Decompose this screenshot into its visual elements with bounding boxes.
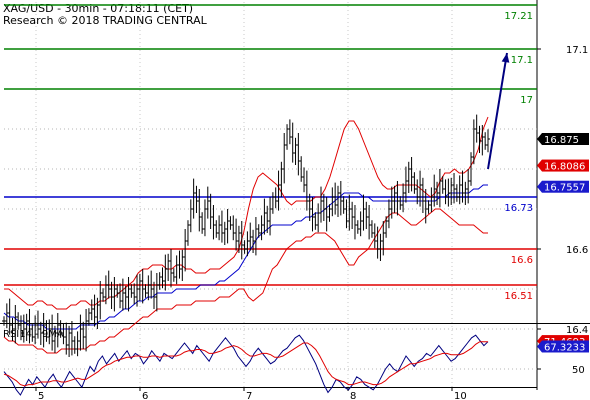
y-tick-label: 16.4 (566, 325, 588, 336)
rsi-title: RSI14 - 9MA (3, 329, 64, 340)
y-tick-label: 16.6 (566, 245, 588, 256)
rsi-badge (542, 340, 589, 353)
rsi-badge-label: 67.3233 (544, 342, 585, 353)
price-badge-label: 16.8086 (544, 162, 585, 173)
price-badge-label: 16.875 (544, 135, 579, 146)
x-tick-label: 10 (454, 391, 467, 400)
price-badge (542, 133, 589, 145)
level-label: 16.73 (504, 203, 533, 214)
bollinger-upper (4, 116, 489, 310)
price-badge-label: 16.7557 (544, 183, 585, 194)
x-tick-label: 7 (246, 391, 252, 400)
bollinger-lower (3, 208, 488, 354)
price-badge-pointer (537, 159, 542, 172)
level-label: 17.1 (511, 55, 533, 66)
rsi-line (3, 334, 489, 396)
projection-arrowhead (501, 53, 510, 63)
moving-average (3, 184, 488, 330)
price-badge-pointer (537, 180, 542, 193)
chart-subtitle: Research © 2018 TRADING CENTRAL (3, 14, 207, 27)
price-badge-pointer (537, 133, 542, 145)
rsi-ma-line (3, 341, 488, 387)
x-tick-label: 6 (142, 391, 148, 400)
x-tick-label: 5 (38, 391, 44, 400)
level-label: 16.6 (511, 255, 533, 266)
x-tick-label: 8 (350, 391, 356, 400)
price-badge (542, 180, 589, 193)
level-label: 16.51 (504, 291, 533, 302)
price-badge (542, 159, 589, 172)
y-tick-label: 17.1 (566, 45, 588, 56)
rsi-y-tick-label: 50 (572, 365, 585, 376)
projection-arrow (487, 52, 508, 170)
level-label: 17.21 (504, 11, 533, 22)
level-label: 17 (520, 95, 533, 106)
rsi-badge-pointer (537, 340, 542, 353)
